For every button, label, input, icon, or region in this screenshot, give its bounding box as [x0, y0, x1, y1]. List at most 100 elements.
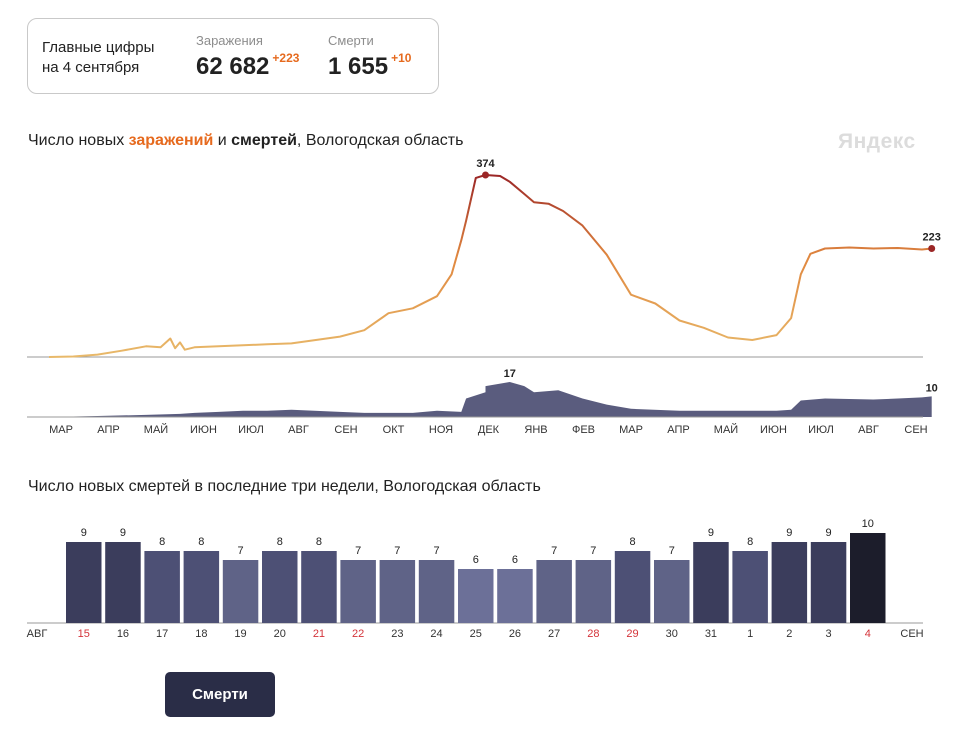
bar-value-label: 8: [629, 536, 635, 548]
month-tick-label: НОЯ: [429, 424, 453, 436]
summary-caption-line2: на 4 сентября: [42, 59, 140, 76]
death-bar: [693, 542, 729, 623]
deaths-bar-chart: 9159168178187198208217227237246256267277…: [27, 518, 924, 640]
bar-day-label: 22: [352, 628, 364, 640]
death-bar: [575, 560, 612, 623]
bar-value-label: 7: [355, 545, 361, 557]
deaths-delta: +10: [391, 51, 412, 65]
infections-data-label: 223: [923, 231, 941, 243]
death-bar: [850, 533, 886, 623]
infections-value: 62 682: [196, 53, 270, 80]
death-bar: [379, 560, 416, 623]
bar-day-label: 4: [865, 628, 871, 640]
bar-value-label: 8: [198, 536, 204, 548]
death-bar: [418, 560, 455, 623]
death-bar: [810, 542, 847, 623]
yandex-logo: Яндекс: [838, 130, 916, 153]
bar-axis-end-month: СЕН: [900, 628, 923, 640]
month-tick-label: СЕН: [334, 424, 357, 436]
death-bar: [340, 560, 376, 623]
bar-day-label: 18: [195, 628, 207, 640]
bar-day-label: 31: [705, 628, 717, 640]
chart1-title-mid: и: [213, 132, 232, 149]
death-bar: [105, 542, 141, 623]
death-bar: [66, 542, 102, 623]
death-bar: [732, 551, 768, 623]
month-tick-label: ИЮН: [760, 424, 787, 436]
bar-day-label: 16: [117, 628, 129, 640]
deaths-stat: Смерти 1 655 +10: [328, 33, 411, 81]
bar-value-label: 9: [81, 527, 87, 539]
month-tick-label: АПР: [97, 424, 119, 436]
bar-value-label: 6: [512, 554, 518, 566]
month-tick-label: МАЙ: [144, 423, 168, 436]
bar-day-label: 1: [747, 628, 753, 640]
chart1-title: Число новых заражений и смертей, Вологод…: [28, 132, 463, 150]
chart1-title-deaths: смертей: [231, 132, 297, 149]
month-tick-label: ДЕК: [478, 424, 500, 436]
chart2-title: Число новых смертей в последние три неде…: [28, 478, 541, 495]
bar-day-label: 2: [786, 628, 792, 640]
deaths-button[interactable]: Смерти: [165, 672, 275, 717]
month-tick-label: ЯНВ: [524, 424, 547, 436]
bar-value-label: 7: [551, 545, 557, 557]
bar-day-label: 19: [234, 628, 246, 640]
month-tick-label: МАР: [49, 424, 73, 436]
month-tick-label: ФЕВ: [572, 424, 595, 436]
month-tick-label: ОКТ: [383, 424, 405, 436]
bar-day-label: 17: [156, 628, 168, 640]
death-bar: [654, 560, 690, 623]
deaths-data-label: 17: [504, 368, 516, 380]
infections-peak-marker: [928, 244, 936, 252]
bar-day-label: 20: [274, 628, 286, 640]
bar-day-label: 28: [587, 628, 599, 640]
infections-data-label: 374: [476, 158, 495, 170]
bar-day-label: 29: [626, 628, 638, 640]
bar-day-label: 24: [430, 628, 442, 640]
month-tick-label: АВГ: [858, 424, 879, 436]
death-bar: [458, 569, 494, 623]
chart1-title-pre: Число новых: [28, 132, 129, 149]
deaths-label: Смерти: [328, 33, 374, 48]
infections-label: Заражения: [196, 33, 263, 48]
death-bar: [144, 551, 180, 623]
bar-value-label: 7: [394, 545, 400, 557]
bar-value-label: 9: [825, 527, 831, 539]
month-tick-label: МАР: [619, 424, 643, 436]
infections-peak-marker: [482, 171, 489, 179]
deaths-value: 1 655: [328, 53, 389, 80]
bar-day-label: 26: [509, 628, 521, 640]
death-bar: [771, 542, 808, 623]
bar-day-label: 15: [78, 628, 90, 640]
bar-value-label: 7: [669, 545, 675, 557]
death-bar: [222, 560, 259, 623]
infections-line: [48, 174, 932, 358]
bar-day-label: 27: [548, 628, 560, 640]
bar-value-label: 8: [316, 536, 322, 548]
death-bar: [262, 551, 298, 623]
bar-value-label: 8: [159, 536, 165, 548]
bar-value-label: 9: [786, 527, 792, 539]
bar-day-label: 23: [391, 628, 403, 640]
death-bar: [536, 560, 572, 623]
bar-day-label: 21: [313, 628, 325, 640]
summary-caption-line1: Главные цифры: [42, 39, 155, 56]
death-bar: [614, 551, 651, 623]
bar-value-label: 7: [237, 545, 243, 557]
summary-caption: Главные цифры на 4 сентября: [42, 38, 154, 78]
chart1-title-post: , Вологодская область: [296, 132, 464, 149]
deaths-area: [49, 382, 932, 417]
month-tick-label: АПР: [667, 424, 689, 436]
infections-deaths-chart: 374 223 17 10 МАР АПР МАЙ ИЮН ИЮЛ АВГ СЕН ОКТ НОЯ ДЕК…: [27, 158, 941, 436]
month-tick-label: МАЙ: [714, 423, 738, 436]
bar-value-label: 7: [433, 545, 439, 557]
bar-value-label: 9: [708, 527, 714, 539]
bar-axis-start-month: АВГ: [27, 628, 48, 640]
bar-day-label: 3: [825, 628, 831, 640]
infections-stat: Заражения 62 682 +223: [196, 33, 299, 81]
summary-card: Главные цифры на 4 сентября Заражения 62…: [27, 18, 439, 94]
bar-value-label: 7: [590, 545, 596, 557]
infections-delta: +223: [272, 51, 300, 65]
bar-value-label: 9: [120, 527, 126, 539]
bar-value-label: 10: [862, 518, 874, 530]
